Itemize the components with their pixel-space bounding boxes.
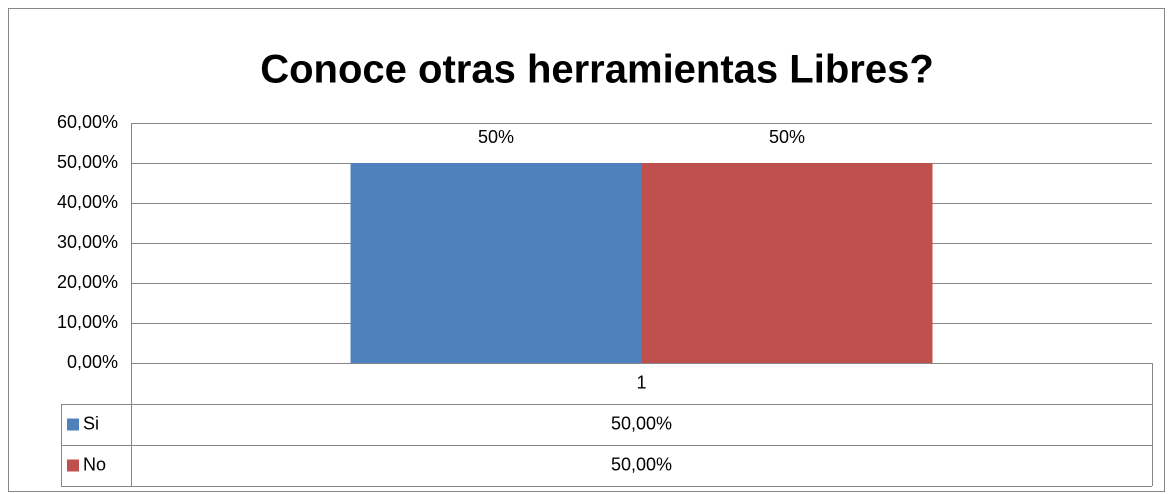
data-label: 50% <box>769 127 805 147</box>
table-value: 50,00% <box>611 413 672 433</box>
x-tick-label: 1 <box>636 372 646 392</box>
y-tick-label: 60,00% <box>57 112 118 132</box>
y-tick-label: 30,00% <box>57 232 118 252</box>
y-tick-label: 20,00% <box>57 272 118 292</box>
bar <box>641 163 933 363</box>
legend-label: No <box>83 454 106 474</box>
y-tick-label: 50,00% <box>57 152 118 172</box>
chart-title: Conoce otras herramientas Libres? <box>260 48 934 92</box>
table-value: 50,00% <box>611 454 672 474</box>
y-tick-label: 10,00% <box>57 312 118 332</box>
legend-swatch <box>67 459 79 472</box>
bar <box>350 163 642 363</box>
legend-label: Si <box>83 413 99 433</box>
y-tick-label: 0,00% <box>67 352 118 372</box>
y-tick-label: 40,00% <box>57 192 118 212</box>
legend-swatch <box>67 418 79 431</box>
data-label: 50% <box>478 127 514 147</box>
